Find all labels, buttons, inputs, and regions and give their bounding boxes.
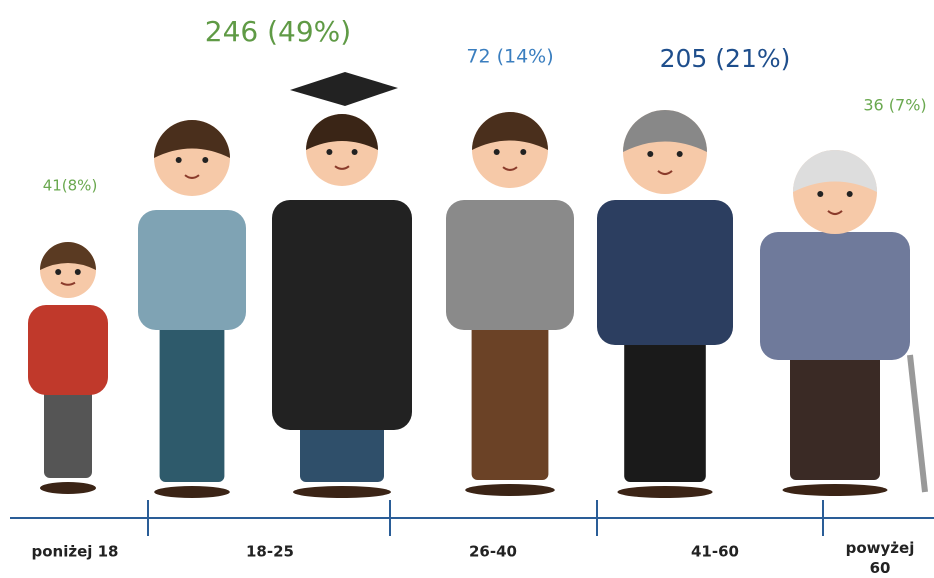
age-label: poniżej 18 <box>31 543 118 561</box>
figure-eye <box>817 191 823 197</box>
figure-legs <box>472 320 549 480</box>
figure-body <box>28 305 108 395</box>
figure-eye <box>55 269 61 275</box>
figure-legs <box>624 335 706 482</box>
figure-eye <box>352 149 358 155</box>
age-label-line: 60 <box>870 559 891 577</box>
figure-eye <box>326 149 332 155</box>
graduation-cap <box>290 72 398 106</box>
figure-eye <box>647 151 653 157</box>
figure-shoes <box>293 486 391 498</box>
figure-eye <box>202 157 208 163</box>
figure-legs <box>160 320 225 482</box>
figure-legs <box>44 385 92 478</box>
figure-eye <box>494 149 500 155</box>
age-label: 41-60 <box>691 543 739 561</box>
figure-body <box>446 200 574 330</box>
age-label: powyżej 60 <box>846 539 915 577</box>
count-label: 41(8%) <box>43 177 98 195</box>
figure-legs <box>790 350 880 480</box>
count-label: 72 (14%) <box>466 46 553 68</box>
figure-eye <box>520 149 526 155</box>
figures <box>28 72 925 498</box>
figure-shoes <box>154 486 230 498</box>
figure-eye <box>677 151 683 157</box>
figure-eye <box>75 269 81 275</box>
figure-eye <box>176 157 182 163</box>
count-label: 205 (21%) <box>660 44 791 73</box>
age-label-line: powyżej <box>846 539 915 557</box>
figure-body <box>597 200 733 345</box>
figure-shoes <box>783 484 888 496</box>
figure-body <box>760 232 910 360</box>
figure-body <box>138 210 246 330</box>
walking-cane <box>910 355 925 492</box>
count-label: 36 (7%) <box>863 96 926 115</box>
age-label: 26-40 <box>469 543 517 561</box>
figure-shoes <box>40 482 96 494</box>
count-label: 246 (49%) <box>205 15 351 48</box>
infographic: 41(8%) 246 (49%) 72 (14%) 205 (21%) 36 (… <box>0 0 934 578</box>
figure-shoes <box>617 486 712 498</box>
figure-body <box>272 200 412 430</box>
age-label: 18-25 <box>246 543 294 561</box>
figure-shoes <box>465 484 555 496</box>
figure-eye <box>847 191 853 197</box>
